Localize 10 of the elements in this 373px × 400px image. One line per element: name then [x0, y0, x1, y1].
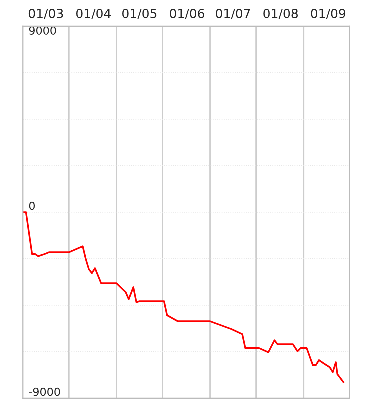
x-tick-label: 01/07 — [216, 8, 250, 20]
x-tick-label: 01/08 — [264, 8, 298, 20]
x-tick-label: 01/04 — [76, 8, 111, 20]
x-tick-label: 01/03 — [28, 8, 64, 20]
y-tick-label: 0 — [29, 202, 36, 210]
y-tick-label: -9000 — [29, 388, 60, 396]
x-tick-label: 01/06 — [170, 8, 204, 20]
x-tick-label: 01/09 — [311, 8, 346, 20]
y-tick-label: 9000 — [29, 26, 56, 35]
x-tick-label: 01/05 — [122, 8, 157, 20]
